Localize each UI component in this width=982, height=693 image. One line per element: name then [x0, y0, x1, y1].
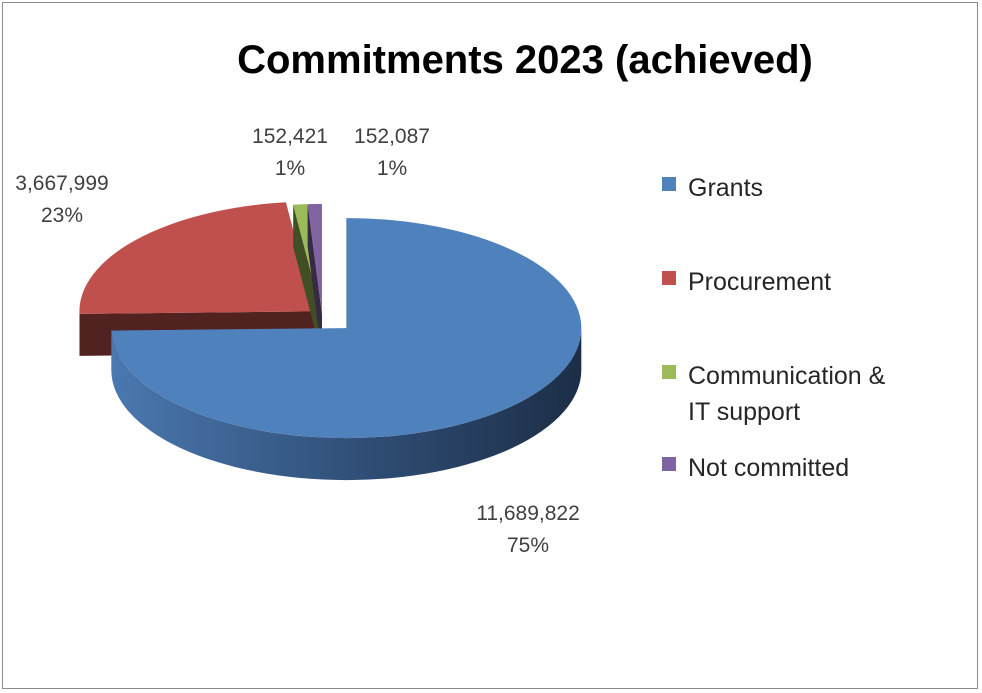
data-label-value: 3,667,999	[15, 172, 108, 195]
legend-label: Communication &	[688, 362, 886, 390]
data-label-percent: 75%	[507, 534, 549, 557]
data-label-percent: 1%	[377, 157, 407, 180]
legend-label: Procurement	[688, 268, 831, 296]
data-label-percent: 23%	[41, 204, 83, 227]
pie-slice-side	[111, 328, 582, 481]
legend-item: Communication & IT support	[662, 362, 886, 426]
legend-label: IT support	[688, 398, 800, 426]
data-label-value: 152,087	[354, 125, 430, 148]
legend-label: Grants	[688, 174, 763, 202]
pie-slices	[79, 202, 582, 481]
pie-slice-side	[293, 204, 322, 356]
pie-slice-top	[111, 218, 582, 439]
legend: Grants Procurement Communication & IT suppo…	[662, 174, 886, 482]
legend-swatch	[662, 457, 676, 471]
legend-swatch	[662, 177, 676, 191]
chart-title: Commitments 2023 (achieved)	[237, 38, 813, 82]
pie-slice-grants	[111, 218, 582, 481]
data-label-value: 152,421	[252, 125, 328, 148]
legend-label: Not committed	[688, 454, 849, 482]
pie-slice-top	[79, 202, 315, 314]
legend-item: Grants	[662, 174, 763, 202]
legend-item: Procurement	[662, 268, 831, 296]
legend-swatch	[662, 365, 676, 379]
data-label-percent: 1%	[275, 157, 305, 180]
legend-item: Not committed	[662, 454, 849, 482]
legend-swatch	[662, 271, 676, 285]
data-label-value: 11,689,822	[476, 502, 580, 525]
data-labels: 11,689,822 75% 3,667,999 23% 152,421 1% 152,08…	[15, 125, 579, 557]
pie-slice-top	[307, 203, 322, 314]
pie-slice-not-committed	[307, 203, 322, 356]
pie-slice-side	[307, 204, 322, 356]
